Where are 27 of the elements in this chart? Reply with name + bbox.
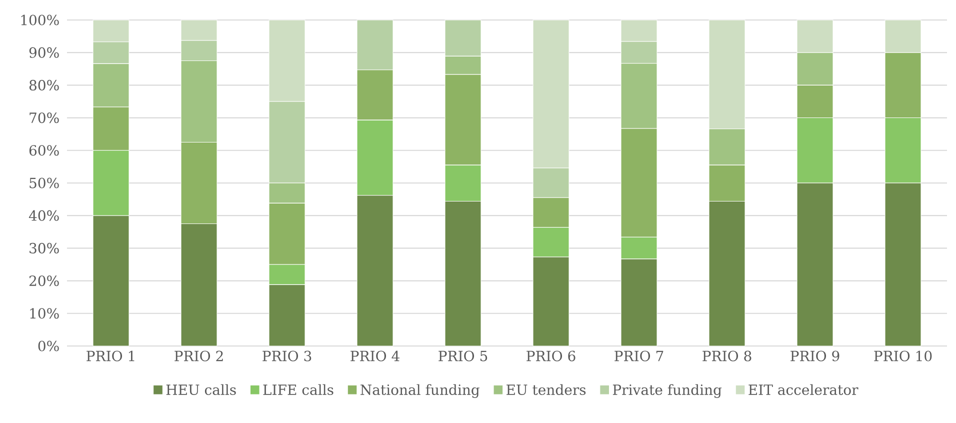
x-tick-label: PRIO 3 [262, 350, 312, 362]
x-tick-label: PRIO 9 [790, 350, 840, 362]
y-tick-label: 0% [38, 340, 59, 352]
x-tick-label: PRIO 4 [350, 350, 400, 362]
legend-label: Private funding [612, 384, 722, 398]
y-tick-label: 20% [29, 275, 59, 286]
legend-label: EIT accelerator [748, 384, 858, 396]
y-tick-label: 70% [30, 112, 59, 124]
x-tick-label: PRIO 10 [874, 350, 932, 362]
x-tick-label: PRIO 5 [438, 350, 488, 362]
legend-label: LIFE calls [263, 384, 334, 396]
x-tick-label: PRIO 6 [526, 350, 576, 362]
y-tick-label: 30% [30, 242, 59, 254]
legend-label: EU tenders [506, 384, 586, 396]
y-tick-label: 10% [30, 308, 59, 319]
y-tick-label: 90% [29, 47, 59, 58]
x-tick-label: PRIO 7 [614, 350, 664, 362]
x-tick-label: PRIO 1 [86, 350, 134, 362]
y-tick-label: 50% [30, 178, 59, 188]
y-tick-label: 60% [29, 145, 59, 156]
x-tick-label: PRIO 8 [702, 350, 752, 362]
legend-label: HEU calls [166, 384, 236, 396]
legend-label: National funding [360, 384, 480, 398]
y-tick-label: 80% [29, 80, 59, 90]
x-tick-label: PRIO 2 [174, 350, 223, 362]
y-tick-label: 100% [21, 14, 59, 26]
y-tick-label: 40% [28, 210, 59, 221]
